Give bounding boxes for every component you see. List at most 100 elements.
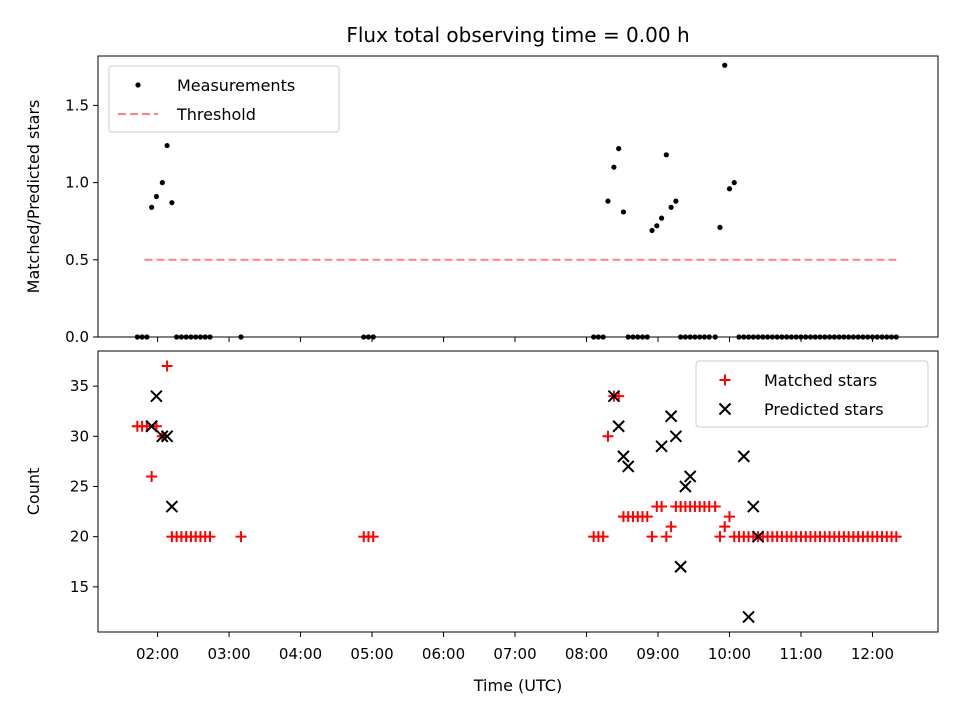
measurement-point xyxy=(164,142,170,149)
measurement-point xyxy=(591,334,597,340)
measurement-point xyxy=(238,334,244,340)
measurement-point xyxy=(611,164,617,170)
legend-predicted-swatch xyxy=(718,402,732,416)
measurement-point xyxy=(869,334,876,340)
measurement-point xyxy=(139,334,145,340)
matched-star-point xyxy=(235,531,247,543)
top-y-tick-label: 0.5 xyxy=(65,251,89,269)
measurement-point xyxy=(174,334,180,340)
measurement-point xyxy=(654,223,660,229)
measurement-point xyxy=(706,334,712,340)
predicted-star-point xyxy=(747,500,760,513)
measurement-point xyxy=(663,152,669,158)
measurement-point xyxy=(884,334,890,340)
x-tick-label: 03:00 xyxy=(207,645,250,663)
measurement-point xyxy=(846,334,852,340)
top-legend-box xyxy=(108,65,340,133)
predicted-star-point xyxy=(607,389,621,403)
legend-measurement-swatch xyxy=(135,82,141,88)
measurement-point xyxy=(726,186,733,192)
matched-star-point xyxy=(367,531,379,543)
measurement-point xyxy=(658,215,665,221)
legend-label: Threshold xyxy=(176,105,256,124)
measurement-point xyxy=(712,334,718,340)
top-y-tick-label: 0.0 xyxy=(65,328,89,346)
matched-star-point xyxy=(719,521,731,533)
measurement-point xyxy=(616,146,622,152)
measurement-point xyxy=(850,334,857,340)
matched-star-point xyxy=(660,531,672,543)
top-y-tick-label: 1.5 xyxy=(65,96,89,114)
matched-star-point xyxy=(714,531,726,543)
measurement-point xyxy=(822,334,828,340)
measurement-point xyxy=(807,334,814,340)
legend-label: Predicted stars xyxy=(764,400,884,419)
measurement-point xyxy=(855,334,861,340)
measurement-point xyxy=(635,334,641,340)
predicted-star-point xyxy=(156,430,169,443)
predicted-star-point xyxy=(679,480,692,493)
measurement-point xyxy=(668,204,674,210)
measurement-point xyxy=(836,334,842,340)
matched-star-point xyxy=(890,531,902,543)
measurement-point xyxy=(741,334,747,340)
x-tick-label: 10:00 xyxy=(708,645,751,663)
measurement-point xyxy=(605,198,611,204)
x-tick-label: 05:00 xyxy=(350,645,393,663)
predicted-star-point xyxy=(655,440,668,453)
bottom-y-tick-label: 20 xyxy=(70,528,89,546)
bottom-y-axis-label: Count xyxy=(24,468,43,516)
measurement-point xyxy=(202,334,208,340)
x-tick-label: 09:00 xyxy=(636,645,679,663)
matched-star-point xyxy=(665,521,677,533)
matched-star-point xyxy=(656,501,668,513)
x-tick-label: 02:00 xyxy=(136,645,179,663)
predicted-star-point xyxy=(617,450,630,463)
x-tick-label: 08:00 xyxy=(565,645,608,663)
top-panel: 0.0 0.5 1.0 1.5 Matched/Predicted stars Measu… xyxy=(24,55,939,346)
legend-label: Measurements xyxy=(177,76,295,95)
x-tick-label: 06:00 xyxy=(422,645,465,663)
bottom-y-tick-label: 15 xyxy=(70,578,89,596)
x-tick-label: 11:00 xyxy=(779,645,822,663)
measurement-point xyxy=(760,334,766,340)
measurement-point xyxy=(803,334,809,340)
measurement-point xyxy=(717,224,723,230)
measurement-point xyxy=(812,334,818,340)
measurement-point xyxy=(879,334,885,340)
matched-star-point xyxy=(709,501,721,513)
measurement-point xyxy=(736,334,742,340)
predicted-star-point xyxy=(150,389,163,403)
measurement-point xyxy=(649,227,655,234)
x-tick-label: 04:00 xyxy=(279,645,322,663)
measurement-point xyxy=(673,198,679,204)
predicted-star-point xyxy=(683,470,697,483)
measurement-point xyxy=(361,334,367,340)
measurement-point xyxy=(193,334,199,340)
measurement-point xyxy=(197,334,204,340)
measurement-point xyxy=(774,334,780,340)
measurement-point xyxy=(644,334,650,340)
predicted-star-point xyxy=(145,420,158,433)
chart-title: Flux total observing time = 0.00 h xyxy=(346,23,689,47)
measurement-point xyxy=(765,334,771,340)
measurement-point xyxy=(784,334,790,340)
top-legend: Measurements Threshold xyxy=(108,65,340,133)
measurement-point xyxy=(134,334,140,340)
legend-label: Matched stars xyxy=(764,371,877,390)
measurement-point xyxy=(183,334,189,340)
measurement-point xyxy=(841,334,847,340)
measurement-point xyxy=(750,334,756,340)
bottom-y-tick-label: 25 xyxy=(70,477,89,495)
predicted-star-point xyxy=(622,460,635,473)
predicted-star-point xyxy=(669,430,683,443)
top-plot-frame xyxy=(97,55,939,338)
measurement-point xyxy=(874,334,880,340)
measurement-point xyxy=(701,334,708,340)
measurement-point xyxy=(687,334,693,340)
predicted-star-point xyxy=(751,530,765,543)
measurement-point xyxy=(153,193,159,200)
measurement-point xyxy=(722,62,728,68)
predicted-star-point xyxy=(612,420,625,433)
